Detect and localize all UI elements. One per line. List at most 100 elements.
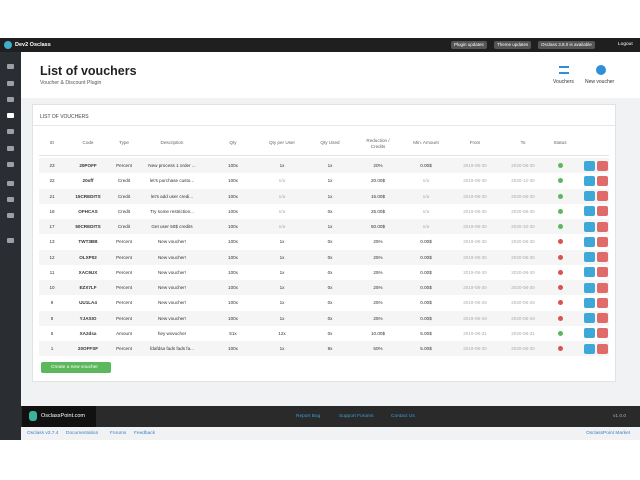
footer-logo[interactable]: OsclassPoint.com bbox=[41, 413, 86, 419]
brand[interactable]: Dev2 Osclass bbox=[15, 42, 51, 48]
table-cell: 100x bbox=[228, 208, 238, 214]
table-cell: n/a bbox=[278, 193, 286, 199]
table-cell: Percent bbox=[116, 346, 132, 351]
table-cell: 1x bbox=[279, 300, 285, 306]
table-cell: 11 bbox=[49, 269, 55, 275]
delete-button[interactable] bbox=[597, 175, 608, 186]
table-cell: 22 bbox=[49, 178, 55, 184]
edit-button[interactable] bbox=[584, 191, 595, 201]
table-cell: New voucher! bbox=[157, 254, 187, 260]
table-cell: 0.00$ bbox=[420, 300, 432, 306]
table-cell: 2020-08-30 bbox=[511, 208, 535, 214]
table-cell: 2020-08-30 bbox=[511, 346, 535, 351]
table-row bbox=[39, 188, 609, 204]
edit-button[interactable] bbox=[584, 160, 595, 171]
table-cell: 0x bbox=[327, 254, 333, 260]
delete-button[interactable] bbox=[597, 236, 608, 247]
delete-button[interactable] bbox=[597, 328, 608, 339]
table-cell: 2020-08-30 bbox=[511, 285, 535, 290]
table-row bbox=[39, 234, 609, 250]
nav-icon[interactable] bbox=[7, 113, 14, 118]
table-cell: 1x bbox=[279, 269, 285, 275]
table-cell: n/a bbox=[422, 178, 430, 184]
table-cell: 2019-08-28 bbox=[463, 315, 487, 321]
nav-icon[interactable] bbox=[7, 64, 14, 69]
delete-button[interactable] bbox=[597, 160, 608, 171]
edit-button[interactable] bbox=[584, 221, 595, 232]
version-notice[interactable]: Osclass 3.8.0 is available bbox=[538, 41, 595, 49]
create-voucher-button[interactable]: Create a new voucher bbox=[41, 362, 111, 373]
panel: LIST OF VOUCHERS ID Code Type Description Qt… bbox=[32, 104, 616, 382]
edit-button[interactable] bbox=[584, 236, 595, 247]
edit-button[interactable] bbox=[584, 175, 595, 186]
table-row bbox=[39, 249, 609, 265]
edit-button[interactable] bbox=[584, 297, 595, 308]
status-icon bbox=[557, 193, 563, 199]
table-cell: 2020-12-30 bbox=[511, 178, 535, 184]
logout[interactable]: Logout bbox=[618, 42, 633, 47]
table-cell: 2020-08-31 bbox=[511, 330, 535, 336]
vouchers-icon[interactable] bbox=[559, 66, 569, 74]
table-cell: UU1LA4 bbox=[79, 300, 97, 306]
forums-link[interactable]: Forums bbox=[110, 431, 127, 436]
delete-button[interactable] bbox=[597, 221, 608, 232]
osclass-version[interactable]: Osclass v3.7.4 bbox=[27, 431, 59, 436]
nav-icon[interactable] bbox=[7, 97, 14, 102]
edit-button[interactable] bbox=[584, 206, 595, 217]
nav-icon[interactable] bbox=[7, 146, 14, 151]
edit-button[interactable] bbox=[584, 267, 595, 278]
edit-button[interactable] bbox=[584, 328, 595, 339]
contact-us[interactable]: Contact Us bbox=[391, 414, 415, 419]
delete-button[interactable] bbox=[597, 252, 608, 262]
delete-button[interactable] bbox=[597, 343, 608, 354]
column-header: Qty per User bbox=[268, 140, 296, 145]
table-row bbox=[39, 310, 609, 326]
table-cell: 9 bbox=[50, 300, 54, 306]
market-link[interactable]: OsclassPoint Market bbox=[586, 431, 630, 436]
edit-button[interactable] bbox=[584, 313, 595, 323]
table-cell: Try some restriction... bbox=[150, 208, 194, 214]
documentation-link[interactable]: Documentation bbox=[66, 431, 99, 436]
feedback-link[interactable]: Feedback bbox=[134, 431, 156, 436]
footer-logo-icon bbox=[29, 411, 37, 421]
edit-button[interactable] bbox=[584, 343, 595, 354]
table-cell: 0.00$ bbox=[420, 285, 432, 290]
new-voucher-link[interactable]: New voucher bbox=[585, 79, 615, 85]
table-cell: 2019-08-28 bbox=[463, 300, 487, 306]
new-voucher-icon[interactable] bbox=[596, 65, 606, 75]
nav-icon[interactable] bbox=[7, 181, 14, 186]
delete-button[interactable] bbox=[597, 206, 608, 217]
page-header bbox=[21, 52, 640, 98]
delete-button[interactable] bbox=[597, 267, 608, 278]
table-cell: 2019-08-30 bbox=[463, 239, 487, 245]
nav-icon[interactable] bbox=[7, 162, 14, 167]
column-header: Min. Amount bbox=[413, 140, 439, 145]
delete-button[interactable] bbox=[597, 313, 608, 323]
table-cell: 25% bbox=[373, 315, 383, 321]
nav-icon[interactable] bbox=[7, 238, 14, 243]
nav-icon[interactable] bbox=[7, 129, 14, 134]
header-divider bbox=[39, 155, 609, 156]
table-cell: 2019-08-30 bbox=[463, 254, 487, 260]
table-cell: 100x bbox=[228, 178, 238, 184]
theme-updates[interactable]: Theme updates bbox=[494, 41, 532, 49]
plugin-updates[interactable]: Plugin updates bbox=[451, 41, 487, 49]
table-cell: 100x bbox=[228, 315, 238, 321]
table-cell: 8x bbox=[327, 346, 333, 351]
vouchers-link[interactable]: Vouchers bbox=[553, 79, 574, 85]
edit-button[interactable] bbox=[584, 282, 595, 293]
report-bug[interactable]: Report Bug bbox=[296, 414, 321, 419]
table-row bbox=[39, 219, 609, 234]
nav-icon[interactable] bbox=[7, 197, 14, 202]
delete-button[interactable] bbox=[597, 191, 608, 201]
nav-icon[interactable] bbox=[7, 213, 14, 218]
table-cell: 2019-08-30 bbox=[463, 193, 487, 199]
table-cell: n/a bbox=[278, 208, 286, 214]
support-forums[interactable]: Support Forums bbox=[339, 414, 374, 419]
delete-button[interactable] bbox=[597, 282, 608, 293]
nav-icon[interactable] bbox=[7, 81, 14, 86]
delete-button[interactable] bbox=[597, 297, 608, 308]
edit-button[interactable] bbox=[584, 252, 595, 262]
table-cell: 2020-08-30 bbox=[511, 193, 535, 199]
table-cell: Percent bbox=[116, 254, 132, 260]
